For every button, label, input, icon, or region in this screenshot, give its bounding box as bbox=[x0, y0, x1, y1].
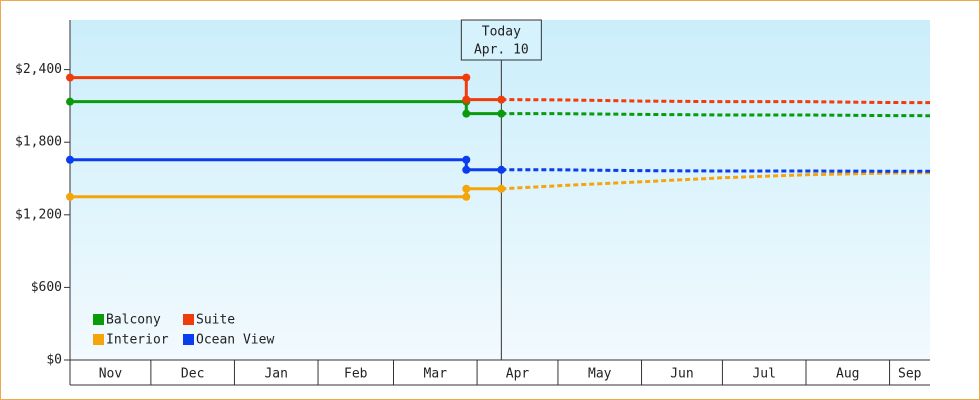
legend-swatch bbox=[93, 314, 104, 325]
y-tick-label: $2,400 bbox=[15, 62, 62, 77]
x-tick-label: Feb bbox=[344, 367, 368, 382]
forecast-line bbox=[501, 112, 931, 118]
x-tick-label: Jul bbox=[752, 367, 775, 382]
point bbox=[462, 95, 471, 104]
x-tick-label: Jun bbox=[670, 367, 693, 382]
series-line bbox=[70, 158, 502, 172]
point bbox=[462, 155, 471, 164]
y-tick-label: $1,200 bbox=[15, 207, 62, 222]
y-tick-label: $0 bbox=[46, 353, 62, 368]
x-tick-label: Mar bbox=[424, 367, 448, 382]
legend-swatch bbox=[183, 314, 194, 325]
point bbox=[66, 192, 74, 201]
point bbox=[497, 95, 506, 104]
legend-swatch bbox=[93, 334, 104, 345]
y-tick-label: $1,800 bbox=[15, 135, 62, 150]
point bbox=[462, 109, 471, 118]
legend-label: Balcony bbox=[106, 313, 161, 328]
x-tick-label: Apr bbox=[506, 367, 530, 382]
today-label: Today bbox=[482, 25, 521, 40]
legend-label: Ocean View bbox=[196, 333, 274, 348]
legend-swatch bbox=[183, 334, 194, 345]
point bbox=[66, 73, 74, 82]
point bbox=[497, 109, 506, 118]
x-tick-label: May bbox=[588, 367, 612, 382]
y-tick-label: $600 bbox=[31, 280, 62, 295]
today-box bbox=[460, 19, 542, 61]
point bbox=[497, 165, 506, 174]
x-tick-label: Aug bbox=[836, 367, 859, 382]
point bbox=[462, 184, 471, 193]
x-tick-label: Sep bbox=[898, 367, 922, 382]
point bbox=[462, 73, 471, 82]
today-date: Apr. 10 bbox=[474, 43, 529, 58]
series-line bbox=[70, 76, 502, 102]
x-tick-label: Jan bbox=[264, 367, 287, 382]
x-tick-label: Dec bbox=[181, 367, 204, 382]
point bbox=[462, 192, 471, 201]
forecast-line bbox=[501, 168, 930, 173]
legend-label: Suite bbox=[196, 313, 235, 328]
point bbox=[66, 155, 74, 164]
series-line bbox=[70, 100, 502, 116]
point bbox=[66, 97, 74, 106]
legend-label: Interior bbox=[106, 333, 169, 348]
forecast-line bbox=[501, 98, 931, 105]
point bbox=[497, 184, 506, 193]
point bbox=[462, 165, 471, 174]
x-tick-label: Nov bbox=[99, 367, 123, 382]
forecast-line bbox=[501, 171, 931, 191]
